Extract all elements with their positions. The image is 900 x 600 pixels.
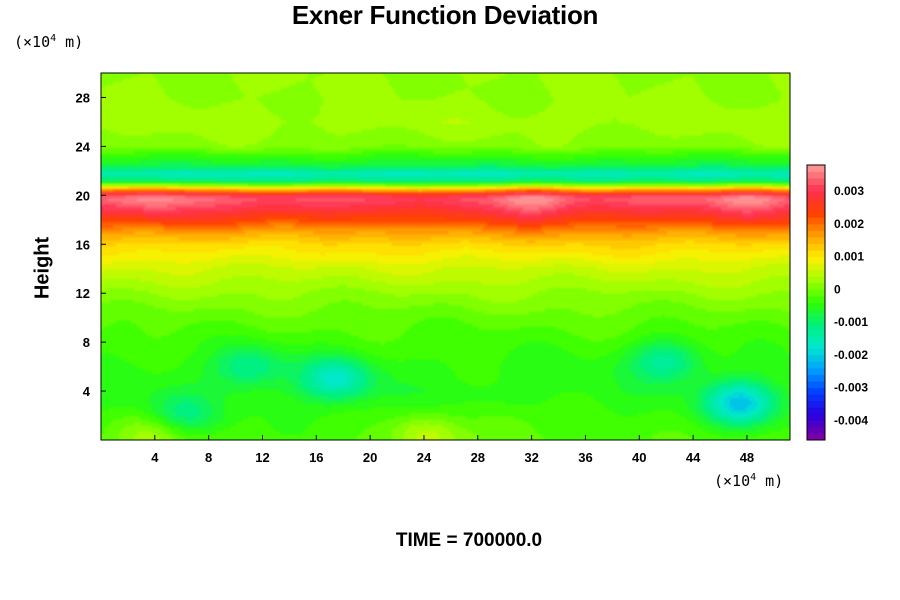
y-tick-label: 28 [76,90,90,105]
colorbar-tick-label: -0.004 [834,413,868,427]
x-tick-label: 8 [205,450,212,465]
x-tick-label: 4 [151,450,159,465]
colorbar-band [807,322,825,330]
x-tick-label: 44 [686,450,701,465]
colorbar-band [807,328,825,336]
x-tick-label: 40 [632,450,646,465]
colorbar-band [807,407,825,415]
y-axis-ticks: 4 8 12 16 20 24 28 [76,90,106,399]
colorbar-band [807,237,825,244]
plot-frame [100,72,791,441]
colorbar-band [807,302,825,310]
x-tick-label: 48 [740,450,754,465]
colorbar-tick-label: 0.002 [834,217,864,231]
colorbar-band [807,256,825,264]
colorbar-band [807,210,825,218]
colorbar-band [807,230,825,238]
colorbar-band [807,394,825,402]
colorbar-band [807,381,825,389]
colorbar-band [807,263,825,271]
colorbar-tick-label: -0.001 [834,315,868,329]
x-tick-label: 24 [417,450,432,465]
time-label: TIME = 700000.0 [395,530,543,551]
x-tick-label: 16 [309,450,323,465]
x-axis-unit: (×104 m) [714,472,784,490]
colorbar-band [807,309,825,316]
colorbar-tick-label: -0.002 [834,348,868,362]
colorbar-band [807,171,825,179]
y-tick-label: 16 [76,237,90,252]
x-tick-label: 36 [578,450,592,465]
x-tick-label: 28 [471,450,485,465]
colorbar-band [807,250,825,258]
colorbar-band [807,400,825,408]
colorbar-band [807,217,825,225]
y-tick-label: 20 [76,188,90,203]
colorbar-band [807,289,825,297]
colorbar-band [807,165,825,172]
colorbar-band [807,178,825,186]
colorbar-band [807,367,825,375]
colorbar-band [807,413,825,421]
colorbar-band [807,374,825,382]
colorbar-band [807,197,825,205]
colorbar-band [807,282,825,290]
x-axis-ticks: 4 8 12 16 20 24 28 32 36 40 44 48 [151,435,754,465]
colorbar-band [807,223,825,231]
colorbar-tick-label: 0.001 [834,250,864,264]
colorbar-band [807,276,825,284]
colorbar-tick-label: -0.003 [834,381,868,395]
colorbar-tick-label: 0 [834,282,841,296]
colorbar-band [807,387,825,395]
colorbar-band [807,269,825,277]
colorbar-frame [806,164,826,441]
colorbar-ticks: 0.003 0.002 0.001 0 -0.001 -0.002 -0.003 -0.004 [834,184,868,427]
colorbar-band [807,295,825,303]
y-tick-label: 4 [83,384,91,399]
colorbar-band [807,243,825,251]
x-tick-label: 12 [255,450,269,465]
y-tick-label: 8 [83,335,90,350]
colorbar-band [807,341,825,349]
y-axis-unit: (×104 m) [14,33,84,51]
colorbar-band [807,191,825,199]
colorbar-band [807,426,825,434]
colorbar-band [807,433,825,441]
colorbar-band [807,420,825,428]
colorbar-band [807,335,825,343]
chart-title: Exner Function Deviation [291,0,599,30]
colorbar-tick-label: 0.003 [834,184,864,198]
colorbar-band [807,315,825,323]
y-tick-label: 12 [76,286,90,301]
colorbar-band [807,348,825,356]
colorbar-band [807,354,825,362]
colorbar [806,164,826,441]
colorbar-band [807,184,825,192]
x-tick-label: 20 [363,450,377,465]
heatmap-field [101,73,790,440]
colorbar-band [807,204,825,212]
colorbar-band [807,361,825,369]
x-tick-label: 32 [524,450,538,465]
y-tick-label: 24 [76,139,91,154]
